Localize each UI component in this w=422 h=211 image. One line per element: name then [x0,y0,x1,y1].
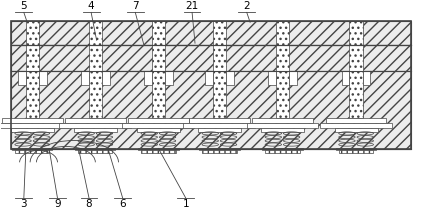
Bar [246,123,319,128]
Bar [25,45,39,71]
Bar [128,118,189,123]
Bar [39,71,46,85]
Bar [349,45,363,71]
Bar [336,148,376,150]
Bar [151,21,165,45]
Bar [89,21,102,45]
Bar [213,45,226,71]
Bar [137,128,180,131]
Bar [349,21,363,45]
Bar [189,118,250,123]
Bar [18,71,25,85]
Bar [265,150,300,153]
Bar [276,71,289,118]
Bar [151,71,165,118]
Bar [289,71,297,85]
Bar [144,71,151,85]
Bar [184,123,255,128]
Bar [122,123,195,128]
Bar [199,148,240,150]
Text: 4: 4 [88,1,95,11]
Bar [65,118,126,123]
Bar [11,21,411,149]
Bar [261,128,304,131]
Bar [11,45,411,71]
Bar [15,150,49,153]
Text: 3: 3 [21,199,27,209]
Bar [74,128,117,131]
Bar [213,71,226,118]
Bar [89,45,102,71]
Bar [11,21,411,45]
Bar [81,71,89,85]
Bar [141,150,176,153]
Text: 2: 2 [243,1,250,11]
Bar [151,45,165,71]
Bar [252,118,313,123]
Bar [213,21,226,45]
Text: 1: 1 [182,199,189,209]
Bar [262,148,303,150]
Text: 6: 6 [119,199,126,209]
Bar [349,71,363,118]
Bar [78,150,112,153]
Bar [276,21,289,45]
Text: 5: 5 [21,1,27,11]
Bar [320,123,392,128]
Bar [11,128,54,131]
Bar [342,71,349,85]
Bar [268,71,276,85]
Text: 7: 7 [132,1,138,11]
Bar [11,71,411,149]
Bar [165,71,173,85]
Bar [12,148,52,150]
Bar [138,148,179,150]
Text: 8: 8 [86,199,92,209]
Bar [226,71,234,85]
Bar [202,150,236,153]
Bar [276,45,289,71]
Bar [25,21,39,45]
Bar [75,148,116,150]
Text: 21: 21 [185,1,199,11]
Bar [0,123,68,128]
Bar [335,128,378,131]
Bar [60,123,131,128]
Bar [205,71,213,85]
Bar [198,128,241,131]
Text: 9: 9 [54,199,61,209]
Bar [102,71,110,85]
Bar [326,118,387,123]
Bar [2,118,62,123]
Bar [363,71,371,85]
Bar [89,71,102,118]
Bar [339,150,373,153]
Bar [25,71,39,118]
